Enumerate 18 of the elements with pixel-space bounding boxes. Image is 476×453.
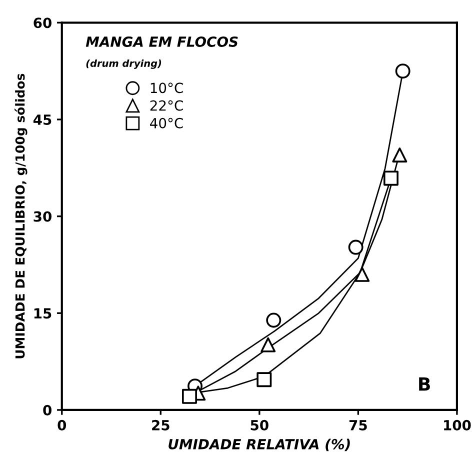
- x-tick-label: 100: [444, 420, 471, 430]
- y-tick-label: 45: [33, 114, 52, 125]
- text: MANGA EM FLOCOS: [86, 36, 238, 47]
- text: (drum drying): [86, 59, 162, 69]
- y-tick-label: 0: [43, 404, 52, 416]
- x-tick-label: 25: [152, 420, 170, 430]
- annotation: B: [419, 377, 430, 391]
- y-axis-title: UMIDADE DE EQUILIBRIO, g/100g sólidos: [14, 74, 28, 358]
- x-tick-label: 75: [349, 420, 367, 430]
- x-axis-title: UMIDADE RELATIVA (%): [168, 438, 350, 452]
- y-tick-label: 15: [34, 308, 52, 319]
- x-tick-label: 0: [58, 420, 66, 430]
- legend-label: 40°C: [150, 118, 183, 128]
- y-tick-label: 60: [34, 18, 52, 28]
- legend-label: 22°C: [150, 100, 183, 111]
- y-tick-label: 30: [34, 211, 52, 222]
- legend-label: 10°C: [150, 82, 183, 94]
- x-tick-label: 50: [250, 420, 268, 430]
